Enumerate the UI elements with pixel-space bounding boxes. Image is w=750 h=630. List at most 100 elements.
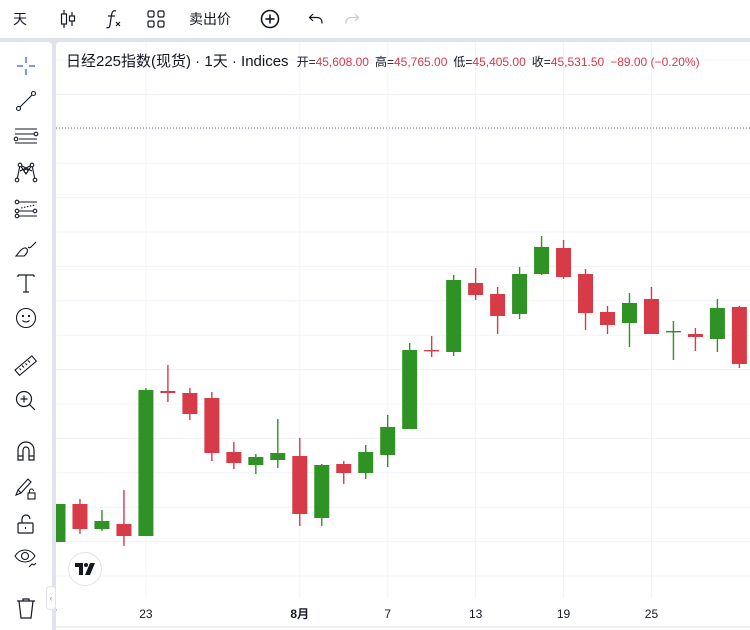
candle-body [314, 465, 330, 518]
price-type-label: 卖出价 [189, 11, 231, 27]
lock-icon [17, 514, 34, 534]
close-label: 收= [531, 55, 551, 69]
trash-icon [17, 598, 35, 619]
candle-body [687, 334, 703, 337]
text-tool[interactable] [12, 269, 40, 297]
fib-tool[interactable] [12, 196, 40, 224]
candle-body [731, 307, 747, 364]
zoom-tool[interactable] [12, 387, 40, 415]
candles-icon [60, 10, 76, 28]
top-toolbar: 天 卖出价 [0, 0, 750, 38]
x-tick-label: 25 [645, 607, 659, 621]
candle-body [402, 350, 418, 429]
chart-type-button[interactable] [54, 0, 82, 38]
crosshair-icon [17, 57, 35, 75]
emoji-icon [15, 307, 37, 329]
candle-body [292, 456, 308, 514]
candle-body [446, 280, 462, 352]
candle-body [709, 308, 725, 339]
indicators-button[interactable] [100, 0, 128, 38]
magnet-icon [17, 441, 35, 461]
trend-line-tool[interactable] [12, 87, 40, 115]
trend-line-icon [15, 90, 37, 112]
drawing-toolbar [0, 42, 52, 630]
candle-body [138, 390, 154, 536]
horizontal-lines-icon [13, 128, 39, 144]
collapse-toolbar-button[interactable]: ‹ [46, 586, 56, 610]
candle-body [665, 331, 681, 333]
ruler-tool[interactable] [12, 352, 40, 380]
eye-icon [14, 549, 37, 568]
candle-body [336, 464, 352, 473]
redo-button[interactable] [340, 0, 364, 38]
x-tick-label: 7 [56, 607, 57, 621]
candle-body [490, 294, 506, 316]
symbol-legend: 日经225指数(现货) · 1天 · Indices 开= 45,608.00 高… [66, 50, 706, 71]
symbol-title[interactable]: 日经225指数(现货) · 1天 · Indices [66, 53, 289, 70]
zoom-in-icon [15, 390, 36, 411]
plus-circle-icon [260, 9, 280, 29]
tradingview-logo[interactable] [68, 552, 102, 586]
high-value: 45,765.00 [393, 55, 448, 69]
crosshair-tool[interactable] [12, 52, 40, 80]
text-icon [17, 274, 35, 293]
x-tick-label: 13 [469, 607, 483, 621]
x-tick-label: 8月 [290, 607, 309, 621]
candle-body [72, 504, 88, 529]
candle-body [182, 393, 198, 414]
candle-body [248, 457, 264, 465]
horizontal-lines-tool[interactable] [12, 122, 40, 150]
open-value: 45,608.00 [315, 55, 369, 69]
candle-body [512, 274, 528, 314]
low-label: 低= [453, 55, 473, 69]
chart-pane[interactable]: 7 23 8月 7 13 19 25 日经225指数(现货) · 1天 · Indices … [56, 42, 750, 630]
close-value: 45,531.50 [550, 55, 605, 69]
candle-body [643, 299, 659, 334]
x-tick-label: 19 [557, 607, 571, 621]
interval-label: 天 [13, 11, 27, 27]
pattern-tool[interactable] [12, 158, 40, 186]
candle-body [600, 312, 615, 325]
fib-icon [14, 199, 38, 219]
candle-body [204, 398, 220, 453]
candle-body [424, 350, 440, 352]
candle-body [226, 452, 242, 463]
x-tick-label: 23 [139, 607, 153, 621]
candle-body [621, 303, 637, 323]
interval-button[interactable]: 天 [4, 0, 36, 38]
candle-body [556, 248, 572, 277]
price-type-button[interactable]: 卖出价 [186, 0, 234, 38]
candle-body [468, 283, 484, 295]
open-label: 开= [296, 55, 316, 69]
candle-body [534, 247, 550, 274]
lock-tool[interactable] [12, 510, 40, 538]
candle-body [56, 504, 66, 542]
brush-tool[interactable] [12, 234, 40, 262]
candle-body [94, 521, 110, 529]
emoji-tool[interactable] [12, 304, 40, 332]
low-value: 45,405.00 [472, 55, 526, 69]
pattern-icon [14, 162, 38, 183]
x-tick-label: 7 [384, 607, 391, 621]
brush-icon [14, 241, 37, 257]
grid-icon [147, 10, 165, 28]
add-button[interactable] [256, 0, 284, 38]
tradingview-logo-icon [75, 563, 95, 575]
visibility-tool[interactable] [12, 544, 40, 572]
chevron-left-icon: ‹ [49, 593, 53, 603]
magnet-tool[interactable] [12, 437, 40, 465]
lock-drawings-tool[interactable] [12, 474, 40, 502]
candle-body [270, 453, 286, 460]
candle-body [116, 524, 132, 536]
high-label: 高= [374, 55, 394, 69]
layout-button[interactable] [142, 0, 170, 38]
undo-button[interactable] [304, 0, 328, 38]
candlestick-chart[interactable]: 7 23 8月 7 13 19 25 [56, 42, 750, 630]
candle-body [160, 391, 176, 393]
change-value: −89.00 (−0.20%) [610, 55, 700, 69]
ruler-icon [14, 355, 38, 377]
candle-body [380, 427, 396, 455]
delete-tool[interactable] [12, 594, 40, 622]
candle-body [358, 452, 374, 473]
fx-icon [106, 10, 121, 29]
